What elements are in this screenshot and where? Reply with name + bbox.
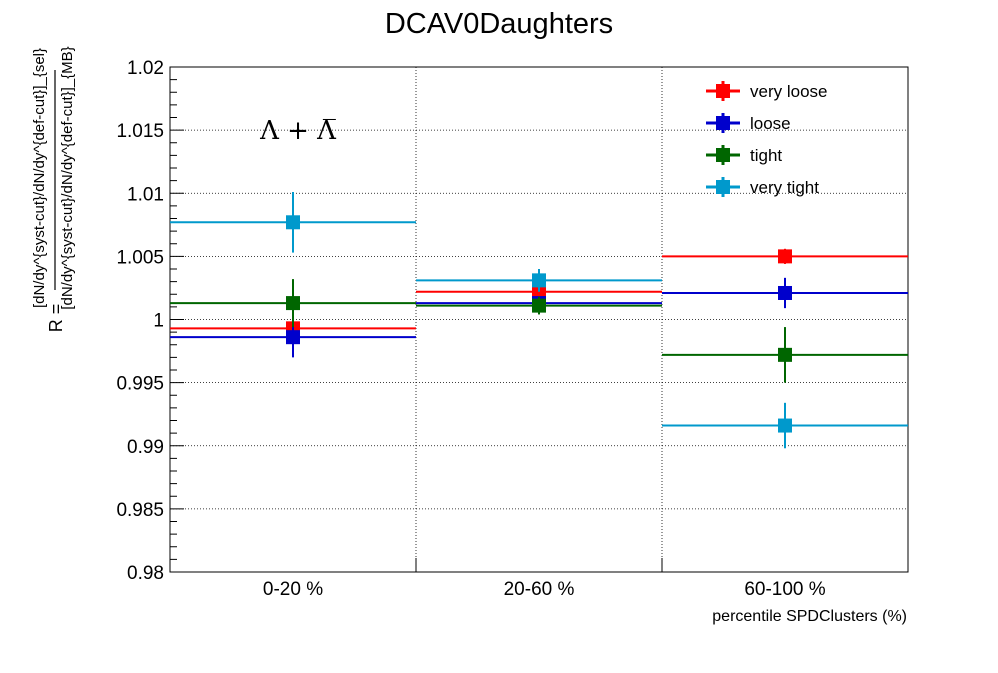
y-axis-label-denominator: [dN/dy^{syst-cut}/dN/dy^{def-cut}]_{MB} <box>59 46 76 309</box>
x-tick-label: 20-60 % <box>504 579 575 600</box>
y-axis-label: R = [dN/dy^{syst-cut}/dN/dy^{def-cut}]_{… <box>31 46 76 332</box>
y-axis-label-prefix: R = <box>46 304 66 333</box>
data-point <box>532 273 546 288</box>
particle-annotation: Λ + Λ̅ <box>259 116 337 146</box>
y-tick-label: 1.01 <box>127 184 164 205</box>
x-tick-label: 60-100 % <box>744 579 825 600</box>
data-point <box>532 298 546 313</box>
data-point <box>778 249 792 264</box>
series-very-tight <box>170 191 908 449</box>
x-axis-label: percentile SPDClusters (%) <box>712 608 907 625</box>
legend-label: very tight <box>750 178 819 197</box>
legend-label: very loose <box>750 82 827 101</box>
data-point <box>286 215 300 230</box>
data-point <box>778 347 792 362</box>
y-tick-label: 1 <box>153 311 164 332</box>
y-tick-label: 0.995 <box>116 374 164 395</box>
y-axis-label-numerator: [dN/dy^{syst-cut}/dN/dy^{def-cut}]_{sel} <box>31 48 48 308</box>
legend-entry: tight <box>706 145 782 165</box>
legend-marker <box>716 180 730 194</box>
legend-label: tight <box>750 146 782 165</box>
y-tick-label: 1.005 <box>116 247 164 268</box>
data-point <box>778 285 792 300</box>
legend-label: loose <box>750 114 791 133</box>
chart-title: DCAV0Daughters <box>385 8 613 40</box>
legend-entry: loose <box>706 113 791 133</box>
y-tick-label: 1.02 <box>127 58 164 79</box>
legend-marker <box>716 148 730 162</box>
legend-marker <box>716 84 730 98</box>
legend-entry: very loose <box>706 81 827 101</box>
y-tick-label: 0.98 <box>127 563 164 584</box>
data-point <box>286 296 300 311</box>
series-tight <box>170 279 908 383</box>
y-tick-label: 0.985 <box>116 500 164 521</box>
data-point <box>778 418 792 433</box>
data-point <box>286 330 300 345</box>
y-tick-label: 1.015 <box>116 121 164 142</box>
y-tick-label: 0.99 <box>127 437 164 458</box>
legend-marker <box>716 116 730 130</box>
legend-entry: very tight <box>706 177 819 197</box>
x-tick-label: 0-20 % <box>263 579 323 600</box>
